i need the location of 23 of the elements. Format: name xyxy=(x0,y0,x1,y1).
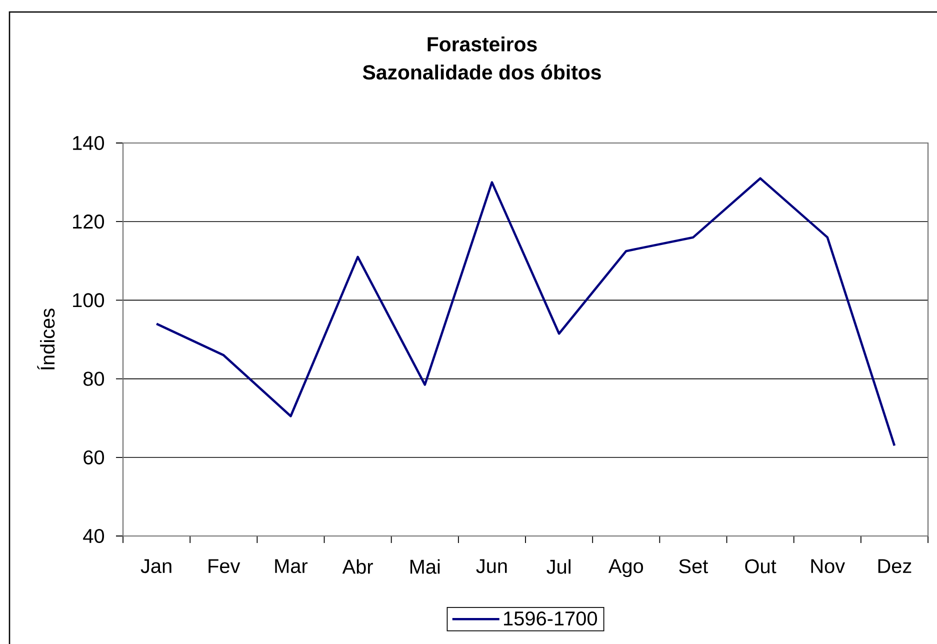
y-tick-label: 80 xyxy=(83,372,104,386)
y-tick-label: 140 xyxy=(73,136,104,150)
y-tick-label: 120 xyxy=(73,214,104,229)
line-series xyxy=(155,177,896,447)
x-tick-label: Jul xyxy=(546,559,570,574)
legend-label: 1596-1700 xyxy=(504,611,597,626)
y-tick-label: 60 xyxy=(84,450,104,464)
x-tick-label: Abr xyxy=(342,559,373,574)
x-tick-label: Dez xyxy=(878,559,912,574)
chart-title: Forasteiros xyxy=(428,36,537,52)
x-tick-label: Nov xyxy=(811,559,846,574)
y-tick-label: 40 xyxy=(83,528,104,544)
y-tick-label: 100 xyxy=(73,293,104,308)
chart-subtitle: Sazonalidade dos óbitos xyxy=(362,64,601,80)
x-tick-label: Set xyxy=(679,559,708,574)
x-tick-label: Ago xyxy=(608,559,644,578)
x-tick-label: Mai xyxy=(410,559,440,574)
x-tick-label: Out xyxy=(745,559,776,574)
x-tick-label: Fev xyxy=(208,559,240,574)
y-axis-title: Índices xyxy=(37,308,55,370)
x-tick-label: Mar xyxy=(275,559,308,574)
x-tick-label: Jan xyxy=(140,559,172,574)
x-tick-label: Jun xyxy=(476,559,507,574)
